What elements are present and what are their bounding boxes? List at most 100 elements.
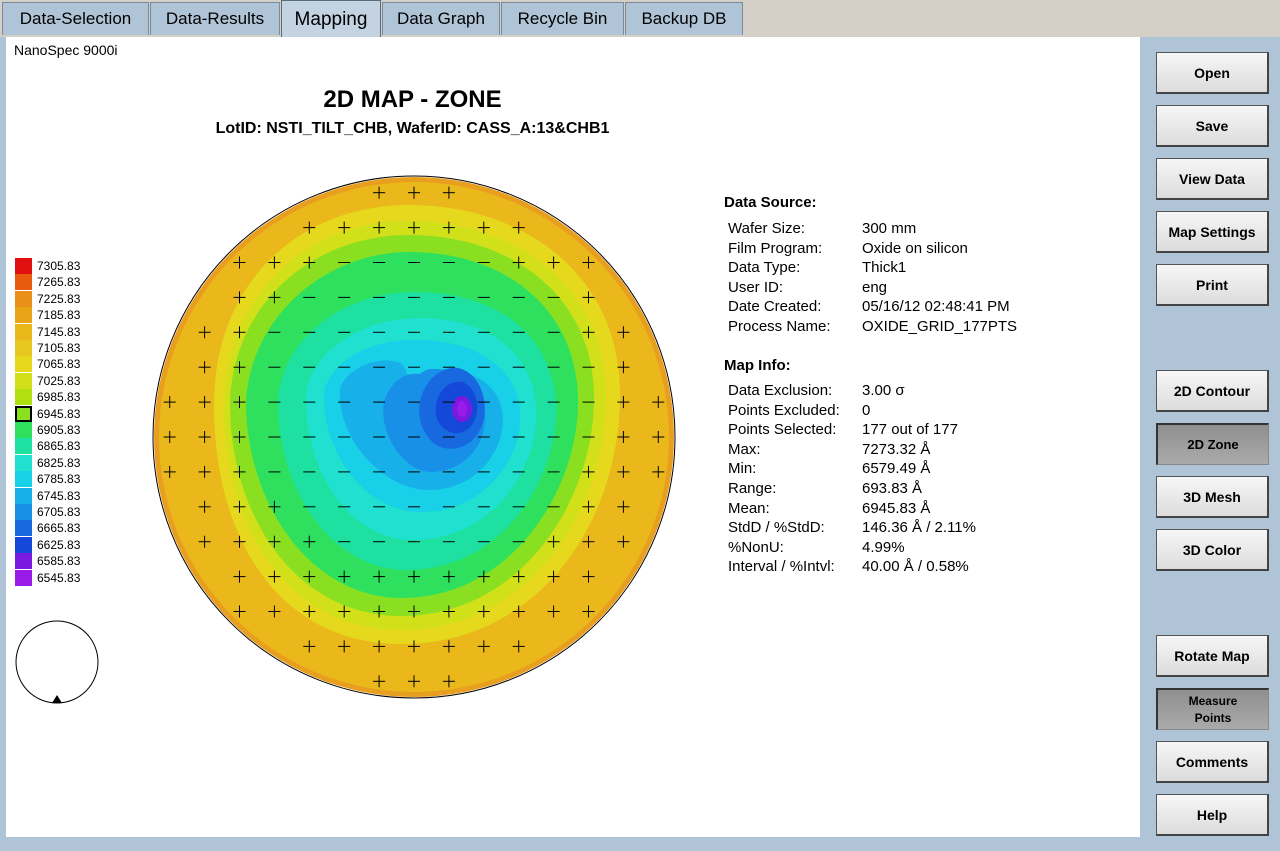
comments-button[interactable]: Comments — [1156, 741, 1269, 783]
info-value: 0 — [862, 401, 871, 419]
legend-value: 7065.83 — [37, 357, 81, 372]
legend-value: 7145.83 — [37, 324, 81, 339]
open-button[interactable]: Open — [1156, 52, 1269, 94]
legend-value: 7225.83 — [37, 291, 81, 306]
legend-value: 6945.83 — [37, 406, 81, 421]
2d-zone-button[interactable]: 2D Zone — [1156, 423, 1269, 465]
data-source-heading: Data Source: — [724, 194, 817, 211]
info-value: 3.00 σ — [862, 382, 905, 399]
legend-swatch — [15, 454, 32, 471]
measure-points-button[interactable]: Measure Points — [1156, 688, 1269, 730]
instrument-name: NanoSpec 9000i — [14, 42, 118, 58]
info-label: Film Program: — [728, 239, 823, 257]
info-value: OXIDE_GRID_177PTS — [862, 317, 1018, 335]
info-value: 6579.49 Å — [862, 460, 931, 478]
legend-value: 6785.83 — [37, 472, 81, 487]
window-frame-bottom — [0, 837, 1280, 851]
help-button[interactable]: Help — [1156, 794, 1269, 836]
legend-swatch — [15, 438, 32, 455]
wafer-zone-map[interactable] — [134, 157, 694, 717]
legend-swatch — [15, 389, 32, 406]
info-label: StdD / %StdD: — [728, 519, 825, 537]
info-label: Data Type: — [728, 259, 801, 276]
tab-data-graph[interactable]: Data Graph — [382, 2, 500, 35]
map-settings-button[interactable]: Map Settings — [1156, 211, 1269, 253]
legend-swatch — [15, 290, 32, 307]
legend-swatch — [15, 405, 32, 422]
save-button[interactable]: Save — [1156, 105, 1269, 147]
legend-value: 6825.83 — [37, 455, 81, 470]
tab-backup-db[interactable]: Backup DB — [625, 2, 743, 35]
3d-color-button[interactable]: 3D Color — [1156, 529, 1269, 571]
legend-swatch — [15, 356, 32, 373]
legend-swatch — [15, 504, 32, 520]
map-title: 2D MAP - ZONE — [323, 86, 502, 113]
legend-value: 7305.83 — [37, 259, 81, 273]
legend-swatch — [15, 487, 32, 504]
info-value: eng — [862, 278, 888, 296]
view-data-button[interactable]: View Data — [1156, 158, 1269, 200]
legend-value: 6745.83 — [37, 488, 81, 503]
legend-value: 6545.83 — [37, 570, 81, 585]
info-value: 7273.32 Å — [862, 440, 931, 458]
info-value: Oxide on silicon — [862, 239, 968, 257]
measure-points-label-line2: Points — [1194, 710, 1232, 725]
tab-mapping[interactable]: Mapping — [281, 0, 381, 38]
legend-value: 6985.83 — [37, 390, 81, 405]
legend-swatch — [15, 536, 32, 553]
measurement-marks — [163, 186, 665, 688]
rotate-map-button[interactable]: Rotate Map — [1156, 635, 1269, 677]
window-frame-left — [0, 37, 6, 851]
legend-value: 6865.83 — [37, 439, 81, 454]
legend-value: 6585.83 — [37, 554, 81, 569]
legend-swatch — [15, 274, 32, 291]
legend-value: 6905.83 — [37, 423, 81, 437]
map-info-heading: Map Info: — [724, 357, 791, 374]
tab-data-results[interactable]: Data-Results — [150, 2, 280, 35]
info-label: Min: — [728, 460, 757, 478]
2d-contour-button[interactable]: 2D Contour — [1156, 370, 1269, 412]
info-label: Data Exclusion: — [728, 382, 833, 399]
info-value: 4.99% — [862, 538, 905, 556]
info-value: 05/16/12 02:48:41 PM — [862, 298, 1010, 315]
info-value: 40.00 Å / 0.58% — [862, 558, 969, 576]
tab-bar: Data-Selection Data-Results Mapping Data… — [0, 0, 1280, 38]
info-value: 300 mm — [862, 220, 917, 237]
info-label: Date Created: — [728, 298, 822, 315]
info-value: Thick1 — [862, 259, 907, 276]
info-label: Points Selected: — [728, 421, 837, 439]
legend-value: 7105.83 — [37, 341, 81, 355]
tab-data-selection[interactable]: Data-Selection — [2, 2, 149, 35]
info-label: User ID: — [728, 278, 784, 296]
legend-swatch — [15, 553, 32, 570]
legend-value: 7185.83 — [37, 308, 81, 323]
info-label: Interval / %Intvl: — [728, 558, 835, 576]
print-button[interactable]: Print — [1156, 264, 1269, 306]
info-label: Process Name: — [728, 317, 831, 335]
legend-swatch — [15, 471, 32, 488]
legend-value: 6705.83 — [37, 505, 81, 519]
legend-swatch — [15, 340, 32, 356]
3d-mesh-button[interactable]: 3D Mesh — [1156, 476, 1269, 518]
info-label: Max: — [728, 440, 761, 458]
legend-swatch — [15, 323, 32, 340]
info-value: 6945.83 Å — [862, 499, 931, 517]
legend-swatch — [15, 258, 32, 274]
notch-triangle-icon — [52, 695, 62, 703]
measure-points-label-line1: Measure — [1188, 693, 1238, 708]
info-label: Mean: — [728, 499, 770, 517]
info-label: %NonU: — [728, 538, 784, 556]
legend-swatch — [15, 569, 32, 586]
legend-value: 6625.83 — [37, 537, 81, 552]
tab-recycle-bin[interactable]: Recycle Bin — [501, 2, 624, 35]
legend-swatch — [15, 372, 32, 389]
orientation-indicator — [15, 620, 99, 704]
map-subtitle: LotID: NSTI_TILT_CHB, WaferID: CASS_A:13… — [215, 120, 610, 137]
info-label: Range: — [728, 480, 777, 497]
legend-swatch — [15, 307, 32, 324]
legend-value: 6665.83 — [37, 521, 81, 536]
info-value: 146.36 Å / 2.11% — [862, 519, 976, 537]
info-value: 693.83 Å — [862, 480, 923, 497]
legend-swatch — [15, 422, 32, 438]
legend-swatch — [15, 520, 32, 537]
